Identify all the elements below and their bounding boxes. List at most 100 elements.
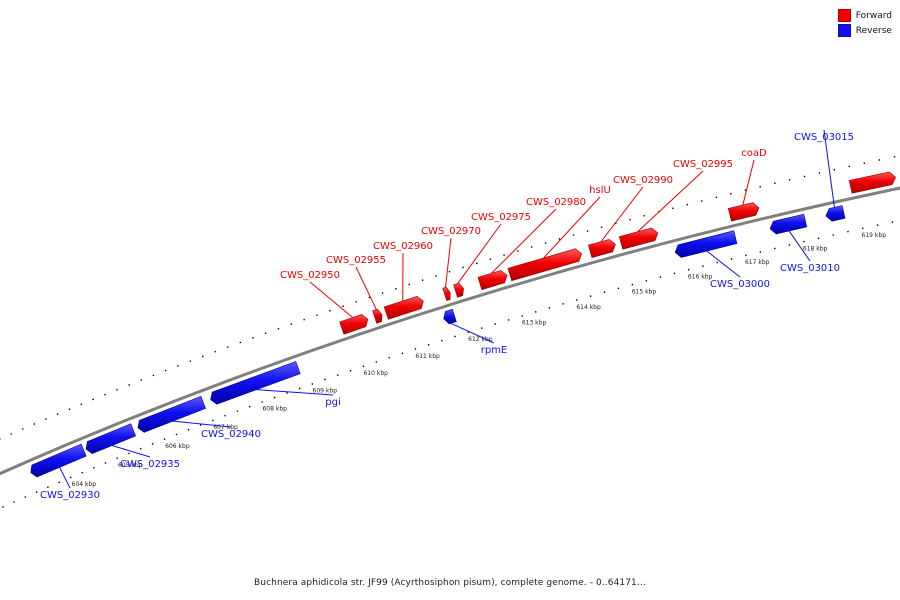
tick-mark (175, 433, 178, 436)
tick-mark (13, 501, 15, 503)
ruler-label: 607 kbp (213, 424, 238, 431)
forward-gene-arrow[interactable] (848, 171, 896, 194)
gene-label[interactable]: CWS_03015 (794, 132, 854, 143)
reverse-gene-arrow[interactable] (674, 230, 738, 258)
gene-label[interactable]: CWS_02940 (201, 429, 261, 440)
tick-mark (10, 433, 13, 435)
tick-mark (104, 393, 106, 396)
leader-line (457, 223, 502, 284)
gene-label[interactable]: CWS_03000 (710, 279, 770, 290)
leader-line (823, 129, 837, 221)
reverse-gene-arrow[interactable] (85, 423, 136, 454)
tick-mark (104, 462, 107, 464)
ruler-label: 610 kbp (364, 370, 389, 377)
ruler-label: 606 kbp (165, 443, 190, 450)
gene-label[interactable]: hslU (589, 185, 611, 196)
leader-line (111, 444, 151, 458)
forward-gene-arrow[interactable] (453, 282, 464, 298)
tick-mark (92, 466, 95, 469)
tick-mark (1, 506, 4, 508)
tick-mark (127, 452, 130, 455)
ruler-labels: 604 kbp 605 kbp 606 kbp 607 kbp 608 kbp 609 k… (72, 232, 887, 488)
tick-mark (21, 428, 24, 430)
ruler-label: 605 kbp (118, 462, 143, 469)
ruler-label: 618 kbp (803, 245, 828, 252)
reverse-gene-arrow[interactable] (137, 396, 206, 433)
tick-mark (177, 364, 179, 367)
forward-gene-arrow[interactable] (442, 286, 451, 301)
leader-line (450, 322, 495, 344)
legend-forward: Forward (837, 8, 892, 23)
gene-label[interactable]: CWS_02960 (373, 241, 433, 252)
tick-mark (33, 423, 36, 425)
reverse-gene-arrow[interactable] (769, 213, 808, 235)
tick-mark (92, 398, 95, 401)
gene-label[interactable]: CWS_02950 (280, 270, 340, 281)
gene-label[interactable]: CWS_03010 (780, 263, 840, 274)
leader-line (742, 159, 755, 206)
ruler-label: 612 kbp (468, 336, 493, 343)
forward-gene-arrow[interactable] (339, 314, 369, 335)
forward-gene-arrow[interactable] (588, 239, 616, 258)
leader-line (543, 196, 601, 259)
forward-swatch-icon (837, 9, 851, 22)
gene-label[interactable]: CWS_02955 (326, 255, 386, 266)
forward-gene-arrow[interactable] (727, 202, 760, 222)
ruler-label: 609 kbp (313, 388, 338, 395)
tick-mark (81, 471, 84, 474)
gene-label[interactable]: CWS_02935 (120, 459, 180, 470)
ruler-label: 611 kbp (415, 353, 440, 360)
gene-label[interactable]: CWS_02980 (526, 197, 586, 208)
leader-line (309, 281, 354, 318)
tick-mark (152, 374, 155, 377)
tick-mark (58, 481, 61, 484)
tick-mark (68, 408, 71, 411)
tick-mark (140, 379, 143, 382)
leader-line (491, 208, 557, 274)
reverse-swatch-icon (837, 24, 851, 37)
gene-label[interactable]: CWS_02975 (471, 212, 531, 223)
tick-mark (139, 447, 142, 450)
tick-mark (187, 428, 190, 431)
legend: Forward Reverse (837, 8, 892, 38)
genome-backbone (0, 186, 900, 476)
ruler-label: 604 kbp (72, 481, 97, 488)
ruler-label: 613 kbp (522, 320, 547, 327)
forward-gene-arrow[interactable] (372, 308, 383, 324)
leader-line (637, 170, 704, 233)
reverse-gene-arrow[interactable] (210, 361, 301, 405)
gene-label[interactable]: coaD (741, 148, 767, 159)
forward-gene-arrow[interactable] (477, 270, 508, 291)
forward-gene-arrow[interactable] (507, 248, 583, 282)
tick-mark (56, 413, 59, 416)
ruler-label: 617 kbp (745, 259, 770, 266)
gene-label[interactable]: CWS_02970 (421, 226, 481, 237)
tick-mark (35, 491, 38, 494)
tick-mark (128, 384, 131, 386)
tick-mark (24, 496, 27, 498)
gene-label[interactable]: pgi (325, 397, 340, 408)
tick-mark (199, 424, 202, 426)
gene-leader-lines (59, 129, 837, 489)
gene-label[interactable]: CWS_02990 (613, 175, 673, 186)
reverse-gene-arrow[interactable] (443, 308, 457, 325)
leader-line (706, 250, 741, 278)
ruler-label: 619 kbp (862, 232, 887, 239)
forward-gene-arrow[interactable] (618, 227, 659, 250)
reverse-gene-arrow[interactable] (825, 205, 846, 222)
tick-mark (116, 457, 119, 460)
leader-line (445, 237, 452, 288)
legend-reverse-label: Reverse (855, 25, 892, 36)
ruler-label: 615 kbp (632, 288, 657, 295)
gene-label[interactable]: CWS_02930 (40, 490, 100, 501)
tick-mark (116, 388, 118, 391)
tick-mark (45, 418, 47, 421)
gene-label[interactable]: rpmE (481, 345, 508, 356)
tick-mark (151, 442, 154, 445)
gene-label[interactable]: CWS_02995 (673, 159, 733, 170)
reverse-gene-arrow[interactable] (30, 443, 87, 478)
leader-line (355, 266, 377, 310)
forward-gene-arrow[interactable] (383, 295, 424, 320)
tick-mark (80, 403, 83, 406)
